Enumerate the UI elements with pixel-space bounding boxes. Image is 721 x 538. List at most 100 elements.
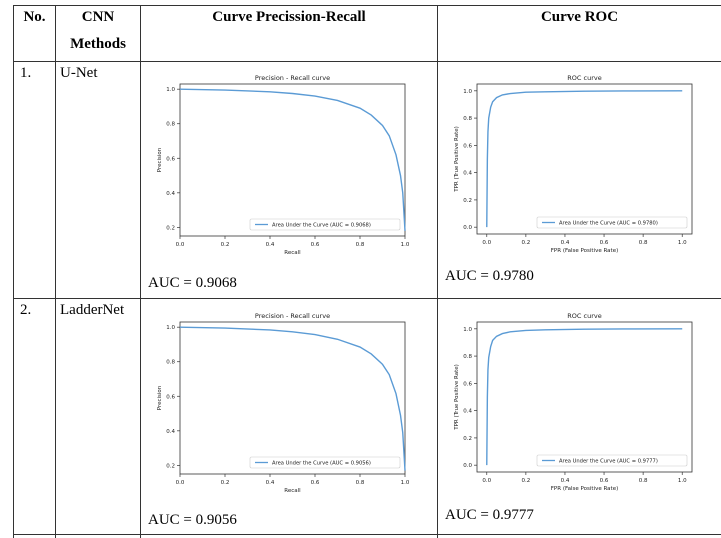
row1-roc-auc: AUC = 0.9780: [445, 268, 534, 284]
chart-title: ROC curve: [567, 74, 601, 82]
x-tick-label: 0.8: [356, 242, 365, 248]
y-axis-label: Precision: [157, 147, 163, 172]
y-tick-label: 0.4: [463, 409, 472, 415]
y-tick-label: 0.2: [463, 436, 472, 442]
header-methods-line2: Methods: [70, 36, 126, 52]
y-tick-label: 0.6: [463, 143, 472, 149]
x-axis-label: FPR (False Positive Rate): [551, 486, 618, 492]
table-top-border: [13, 5, 721, 6]
x-tick-label: 0.4: [561, 240, 570, 246]
y-tick-label: 0.2: [166, 463, 175, 469]
legend-box: [249, 218, 401, 231]
legend-label: Area Under the Curve (AUC = 0.9780): [559, 221, 658, 227]
x-tick-label: 0.6: [311, 480, 320, 486]
row2-pr-auc: AUC = 0.9056: [148, 512, 237, 528]
plot-frame: [179, 321, 406, 475]
x-tick-label: 0.2: [221, 242, 230, 248]
row2-no: 2.: [20, 302, 32, 318]
roc-curve-chart-laddernet: ROC curve 0.0 0.2 0.4 0.6 0.8 1.0 0.0 0.2 0.4 0.6 0…: [454, 312, 693, 492]
x-tick-label: 0.4: [561, 478, 570, 484]
legend-label: Area Under the Curve (AUC = 0.9068): [272, 223, 371, 229]
legend-box: [536, 216, 688, 229]
x-tick-label: 0.4: [266, 242, 275, 248]
header-precision-recall: Curve Precission-Recall: [212, 9, 366, 25]
table-left-border: [13, 5, 14, 538]
y-tick-label: 0.2: [463, 198, 472, 204]
plot-frame: [476, 321, 693, 473]
y-axis-label: TPR (True Positive Rate): [454, 126, 460, 193]
x-axis-label: Recall: [284, 488, 301, 494]
y-tick-label: 0.2: [166, 225, 175, 231]
row2-roc-auc: AUC = 0.9777: [445, 507, 534, 523]
table-bottom-border: [13, 534, 721, 535]
x-tick-label: 0.6: [600, 478, 609, 484]
y-tick-label: 0.8: [166, 360, 175, 366]
row1-method: U-Net: [60, 65, 98, 81]
table-col-divider-2: [140, 5, 141, 538]
y-tick-label: 1.0: [463, 89, 472, 95]
x-tick-label: 0.0: [176, 480, 185, 486]
y-tick-label: 0.6: [166, 394, 175, 400]
series-line: [179, 326, 406, 471]
x-tick-label: 0.2: [221, 480, 230, 486]
legend-box: [249, 456, 401, 469]
row1-no: 1.: [20, 65, 32, 81]
series-line: [486, 328, 683, 466]
y-axis-label: Precision: [157, 385, 163, 410]
y-axis-label: TPR (True Positive Rate): [454, 364, 460, 431]
table-header-border: [13, 61, 721, 62]
table-col-divider-3: [437, 5, 438, 538]
y-tick-label: 0.4: [463, 171, 472, 177]
x-tick-label: 1.0: [678, 240, 687, 246]
x-tick-label: 0.0: [482, 240, 491, 246]
x-axis-label: FPR (False Positive Rate): [551, 248, 618, 254]
header-roc: Curve ROC: [540, 9, 619, 25]
x-tick-label: 0.0: [482, 478, 491, 484]
x-tick-label: 1.0: [401, 480, 410, 486]
chart-title: Precision - Recall curve: [255, 312, 330, 320]
x-tick-label: 0.8: [639, 478, 648, 484]
row1-pr-auc: AUC = 0.9068: [148, 275, 237, 291]
series-line: [486, 90, 683, 228]
legend-label: Area Under the Curve (AUC = 0.9056): [272, 461, 371, 467]
table-col-divider-1: [55, 5, 56, 538]
x-tick-label: 0.8: [639, 240, 648, 246]
x-tick-label: 0.8: [356, 480, 365, 486]
y-tick-label: 0.4: [166, 191, 175, 197]
legend-label: Area Under the Curve (AUC = 0.9777): [559, 459, 658, 465]
x-tick-label: 0.2: [521, 240, 530, 246]
y-tick-label: 0.6: [166, 156, 175, 162]
x-tick-label: 0.6: [311, 242, 320, 248]
y-tick-label: 1.0: [166, 87, 175, 93]
y-tick-label: 0.8: [463, 354, 472, 360]
header-no: No.: [23, 9, 46, 25]
x-tick-label: 0.0: [176, 242, 185, 248]
x-tick-label: 1.0: [401, 242, 410, 248]
plot-frame: [179, 83, 406, 237]
y-tick-label: 0.0: [463, 225, 472, 231]
x-tick-label: 0.2: [521, 478, 530, 484]
roc-curve-chart-unet: ROC curve 0.0 0.2 0.4 0.6 0.8 1.0 0.0 0.2 0.4 0.6 0…: [454, 74, 693, 254]
y-tick-label: 0.0: [463, 463, 472, 469]
pr-curve-chart-laddernet: Precision - Recall curve 0.0 0.2 0.4 0.6 0.8 1…: [157, 312, 410, 494]
x-tick-label: 0.4: [266, 480, 275, 486]
y-tick-label: 0.8: [463, 116, 472, 122]
table-row-border: [13, 298, 721, 299]
y-tick-label: 1.0: [166, 325, 175, 331]
y-tick-label: 0.8: [166, 122, 175, 128]
pr-curve-chart-unet: Precision - Recall curve 0.0 0.2 0.4 0.6 0.8 1…: [157, 74, 410, 256]
header-methods-line1: CNN: [81, 9, 115, 25]
x-tick-label: 1.0: [678, 478, 687, 484]
x-axis-label: Recall: [284, 250, 301, 256]
series-line: [179, 88, 406, 231]
y-tick-label: 1.0: [463, 327, 472, 333]
legend-box: [536, 454, 688, 467]
chart-title: ROC curve: [567, 312, 601, 320]
plot-frame: [476, 83, 693, 235]
y-tick-label: 0.4: [166, 429, 175, 435]
row2-method: LadderNet: [60, 302, 125, 318]
chart-title: Precision - Recall curve: [255, 74, 330, 82]
y-tick-label: 0.6: [463, 381, 472, 387]
x-tick-label: 0.6: [600, 240, 609, 246]
